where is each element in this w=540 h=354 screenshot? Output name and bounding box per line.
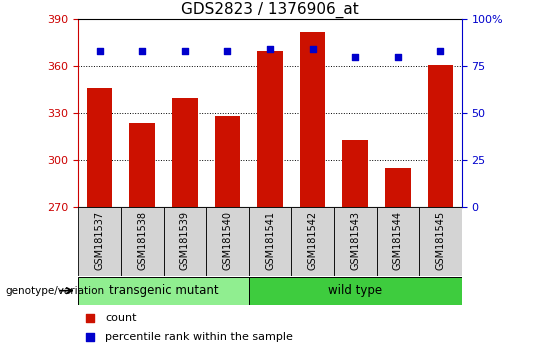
Point — [308, 47, 317, 52]
Point — [85, 335, 94, 340]
Point — [95, 48, 104, 54]
Text: GSM181539: GSM181539 — [180, 211, 190, 270]
Text: GSM181544: GSM181544 — [393, 211, 403, 270]
Text: GSM181542: GSM181542 — [308, 211, 318, 270]
Point — [85, 315, 94, 321]
Text: GSM181540: GSM181540 — [222, 211, 232, 270]
Point — [223, 48, 232, 54]
Bar — [172, 98, 198, 207]
Point — [436, 48, 445, 54]
Point — [266, 47, 274, 52]
Bar — [300, 32, 326, 207]
Bar — [214, 116, 240, 207]
Bar — [334, 207, 376, 276]
Bar — [130, 123, 155, 207]
Text: count: count — [105, 313, 137, 323]
Text: GSM181538: GSM181538 — [137, 211, 147, 270]
Bar — [419, 207, 462, 276]
Bar — [342, 140, 368, 207]
Point — [394, 54, 402, 60]
Title: GDS2823 / 1376906_at: GDS2823 / 1376906_at — [181, 2, 359, 18]
Bar — [87, 88, 112, 207]
Bar — [78, 207, 121, 276]
Point — [180, 48, 189, 54]
Bar — [376, 207, 419, 276]
Text: GSM181541: GSM181541 — [265, 211, 275, 270]
Point — [351, 54, 360, 60]
Bar — [164, 207, 206, 276]
Text: transgenic mutant: transgenic mutant — [109, 284, 218, 297]
Text: GSM181543: GSM181543 — [350, 211, 360, 270]
Bar — [121, 207, 164, 276]
Bar — [249, 277, 462, 304]
Text: GSM181537: GSM181537 — [94, 211, 105, 270]
Bar — [257, 51, 283, 207]
Text: genotype/variation: genotype/variation — [5, 286, 105, 296]
Point — [138, 48, 146, 54]
Bar — [291, 207, 334, 276]
Bar — [78, 277, 249, 304]
Text: GSM181545: GSM181545 — [435, 211, 445, 270]
Bar — [206, 207, 249, 276]
Bar — [385, 168, 410, 207]
Bar — [428, 65, 453, 207]
Text: percentile rank within the sample: percentile rank within the sample — [105, 332, 293, 342]
Text: wild type: wild type — [328, 284, 382, 297]
Bar — [249, 207, 291, 276]
